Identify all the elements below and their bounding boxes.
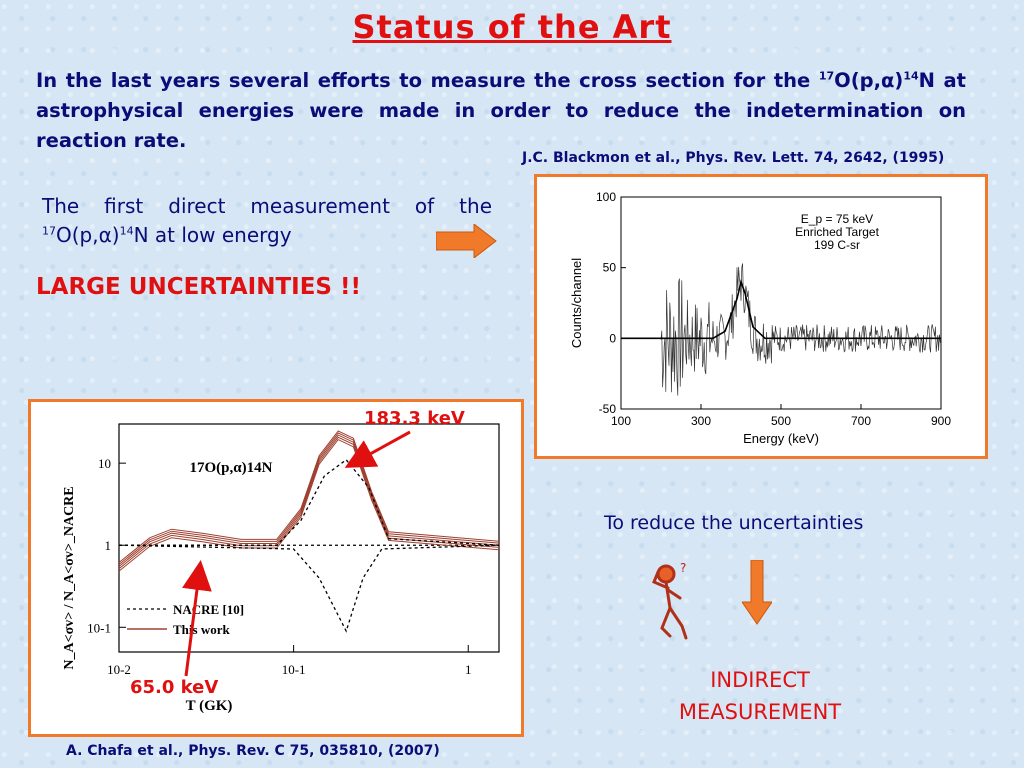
y-tick-label: 0 [609,331,616,345]
x-tick-label: 100 [611,414,631,428]
first-measurement-text: The first direct measurement of the 17O(… [42,192,492,250]
reduce-uncertainties-text: To reduce the uncertainties [604,512,864,534]
nacre-upper-curve [119,458,500,546]
down-arrow-icon [742,560,772,625]
thinking-figure-icon: ? [652,561,688,640]
y-tick-label: -50 [599,402,617,416]
x-tick-label: 900 [931,414,951,428]
y-tick-label: 50 [603,261,617,275]
svg-text:?: ? [680,561,686,575]
first-sup-2: 14 [119,224,134,238]
x-tick-label: 700 [851,414,871,428]
y-tick-label: 1 [105,538,112,553]
page-title: Status of the Art [352,8,672,46]
x-tick-label: 300 [691,414,711,428]
indirect-measurement-label: INDIRECT MEASUREMENT [640,664,880,728]
x-tick-label: 1 [465,662,472,677]
data-trace [660,263,942,396]
chart-annotation: Enriched Target [795,225,879,239]
rate-ratio-plot-frame: 10-2 10-1 1 10-1 1 10 T (GK) N_A<σv> / N_A<σv>_… [28,399,524,737]
intro-sup-2: 14 [903,69,919,83]
x-tick-label: 10-2 [107,662,131,677]
large-uncertainties-label: LARGE UNCERTAINTIES !! [36,274,361,300]
indirect-line-2: MEASUREMENT [678,700,842,724]
intro-text-3: N at astrophysical energies were made in… [36,69,966,152]
y-tick-label: 100 [596,190,616,204]
y-tick-label: 10 [98,456,111,471]
x-axis-label: T (GK) [186,698,233,714]
intro-paragraph: In the last years several efforts to mea… [36,66,966,156]
rate-ratio-chart: 10-2 10-1 1 10-1 1 10 T (GK) N_A<σv> / N_A<σv>_… [62,423,500,714]
reaction-label: 17O(p,α)14N [190,460,273,476]
plot-area [118,423,500,653]
first-sup-1: 17 [42,224,56,238]
annotation-65-kev: 65.0 keV [130,677,219,698]
intro-text-2: O(p,α) [834,69,904,92]
reference-top: J.C. Blackmon et al., Phys. Rev. Lett. 7… [522,150,945,166]
chart-annotation: 199 C-sr [814,238,860,252]
right-arrow-icon [436,224,497,258]
intro-sup-1: 17 [818,69,835,83]
spectrum-chart: 100 300 500 700 900 -50 0 50 100 Energy (keV) Coun… [569,190,951,446]
first-text-1: The first direct measurement of the [42,194,492,218]
indirect-line-1: INDIRECT [710,668,810,692]
x-tick-label: 500 [771,414,791,428]
fit-curve [621,278,941,340]
first-text-2: O(p,α) [56,223,120,247]
this-work-curve [118,436,500,570]
intro-text-1: In the last years several efforts to mea… [36,69,819,92]
annotation-183-kev: 183.3 keV [364,408,465,429]
this-work-curve [118,430,500,563]
spectrum-plot-frame: 100 300 500 700 900 -50 0 50 100 Energy (keV) Coun… [534,174,988,459]
first-text-3: N at low energy [133,223,292,247]
this-work-curve [118,438,500,572]
chart-annotation: E_p = 75 keV [801,212,873,226]
this-work-curve [118,434,500,567]
nacre-lower-curve [118,544,500,633]
legend-this-work-label: This work [173,622,230,637]
y-axis-label: N_A<σv> / N_A<σv>_NACRE [62,486,77,669]
legend-nacre-label: NACRE [10] [173,602,244,617]
plot-area [620,196,942,410]
y-tick-label: 10-1 [87,620,111,635]
reference-bottom: A. Chafa et al., Phys. Rev. C 75, 035810… [66,743,440,759]
x-tick-label: 10-1 [282,662,306,677]
x-axis-label: Energy (keV) [743,431,819,446]
y-axis-label: Counts/channel [569,258,584,348]
